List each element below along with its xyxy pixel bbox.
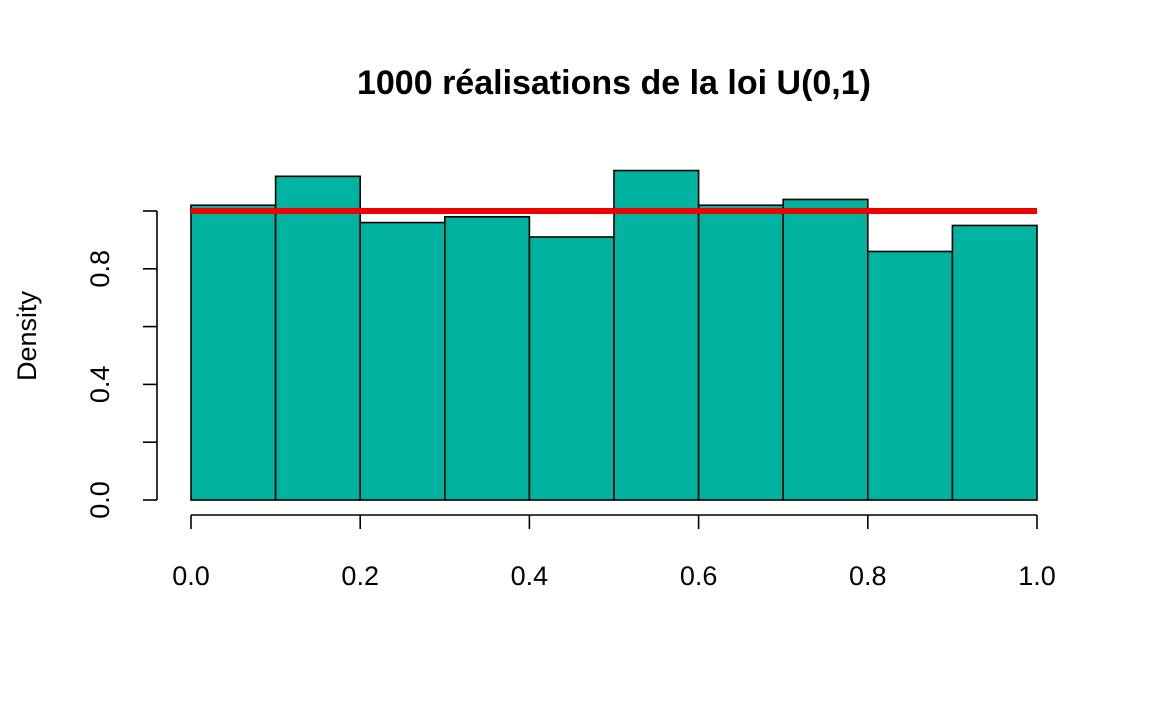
x-tick-label-3: 0.6	[680, 561, 718, 591]
y-axis: 0.0 0.4 0.8	[85, 210, 158, 519]
y-tick-label-2: 0.4	[85, 366, 115, 404]
y-tick-label-4: 0.8	[85, 250, 115, 288]
x-tick-label-5: 1.0	[1018, 561, 1056, 591]
x-tick-label-1: 0.2	[341, 561, 379, 591]
histogram-bar-6	[697, 204, 784, 501]
histogram-bar-5	[613, 169, 700, 501]
histogram-bar-3	[443, 215, 531, 501]
y-axis-label: Density	[12, 290, 42, 381]
x-axis: 0.0 0.2 0.4 0.6 0.8 1.0	[172, 514, 1056, 591]
histogram-bar-4	[528, 236, 615, 501]
histogram-bar-0	[190, 204, 277, 501]
histogram-bar-2	[359, 221, 446, 501]
histogram-bar-9	[951, 224, 1038, 501]
chart-title: 1000 réalisations de la loi U(0,1)	[357, 64, 871, 102]
histogram-bar-7	[782, 198, 869, 501]
x-tick-label-2: 0.4	[511, 561, 549, 591]
x-tick-label-4: 0.8	[849, 561, 887, 591]
x-tick-label-0: 0.0	[172, 561, 210, 591]
histogram-bar-1	[274, 175, 362, 501]
histogram-bar-8	[866, 250, 954, 501]
y-tick-label-0: 0.0	[85, 481, 115, 519]
bars-group	[190, 169, 1038, 501]
